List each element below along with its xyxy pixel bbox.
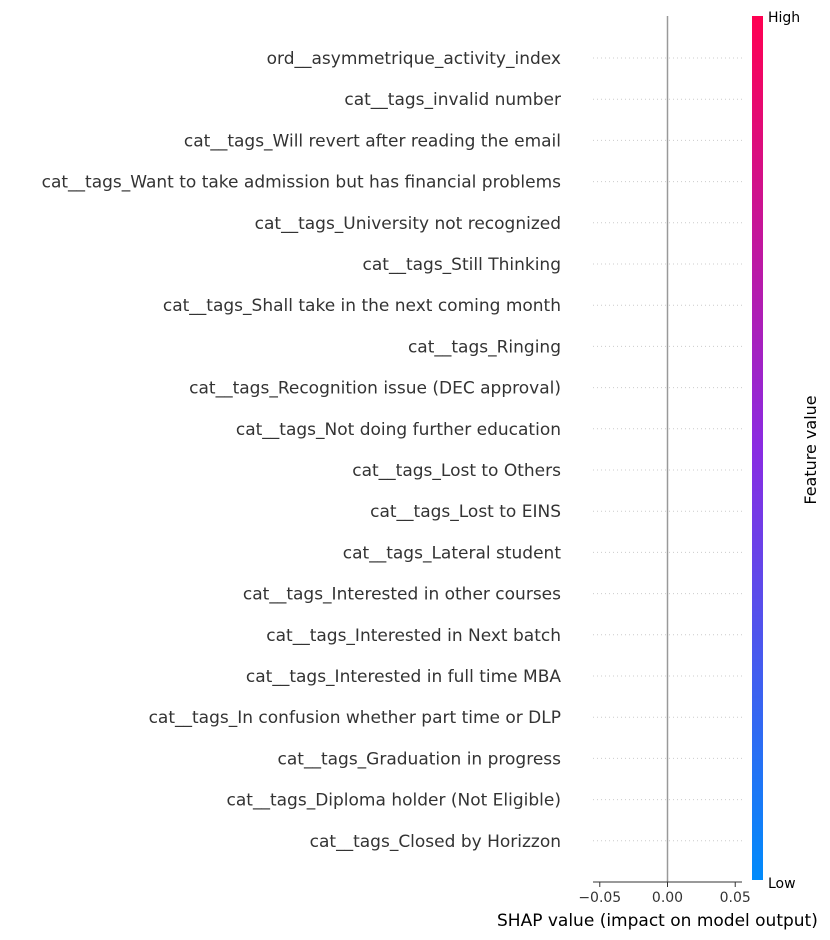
feature-label: cat__tags_Still Thinking xyxy=(363,255,561,275)
x-axis-title: SHAP value (impact on model output) xyxy=(497,911,818,931)
feature-rows: ord__asymmetrique_activity_index cat__tag… xyxy=(42,49,742,852)
feature-label: cat__tags_Ringing xyxy=(408,337,561,357)
feature-label: cat__tags_Recognition issue (DEC approva… xyxy=(189,379,561,399)
feature-label: cat__tags_In confusion whether part time… xyxy=(149,708,561,728)
colorbar-high-label: High xyxy=(768,10,800,26)
x-axis: −0.05 0.00 0.05 xyxy=(578,881,751,906)
feature-label: cat__tags_Closed by Horizzon xyxy=(310,832,561,852)
feature-label: cat__tags_Graduation in progress xyxy=(278,749,562,769)
feature-label: cat__tags_University not recognized xyxy=(255,214,561,234)
x-tick-label: 0.05 xyxy=(720,890,751,906)
feature-label: cat__tags_Interested in full time MBA xyxy=(246,667,561,687)
colorbar-title: Feature value xyxy=(801,395,820,504)
colorbar-gradient xyxy=(752,16,763,880)
feature-label: cat__tags_Interested in Next batch xyxy=(266,626,561,646)
feature-label: cat__tags_Shall take in the next coming … xyxy=(163,296,561,316)
colorbar: High Low Feature value xyxy=(752,10,820,892)
feature-label: cat__tags_Lateral student xyxy=(343,543,562,563)
feature-label: cat__tags_Will revert after reading the … xyxy=(184,131,561,151)
feature-label: ord__asymmetrique_activity_index xyxy=(267,49,561,69)
feature-label: cat__tags_Interested in other courses xyxy=(243,585,561,605)
feature-label: cat__tags_Want to take admission but has… xyxy=(42,173,562,193)
feature-label: cat__tags_Diploma holder (Not Eligible) xyxy=(227,791,561,811)
x-tick-label: −0.05 xyxy=(578,890,621,906)
feature-label: cat__tags_Lost to EINS xyxy=(370,502,561,522)
feature-label: cat__tags_Not doing further education xyxy=(236,420,561,440)
x-tick-label: 0.00 xyxy=(652,890,683,906)
colorbar-low-label: Low xyxy=(768,876,796,892)
feature-label: cat__tags_Lost to Others xyxy=(352,461,561,481)
feature-label: cat__tags_invalid number xyxy=(344,90,561,110)
